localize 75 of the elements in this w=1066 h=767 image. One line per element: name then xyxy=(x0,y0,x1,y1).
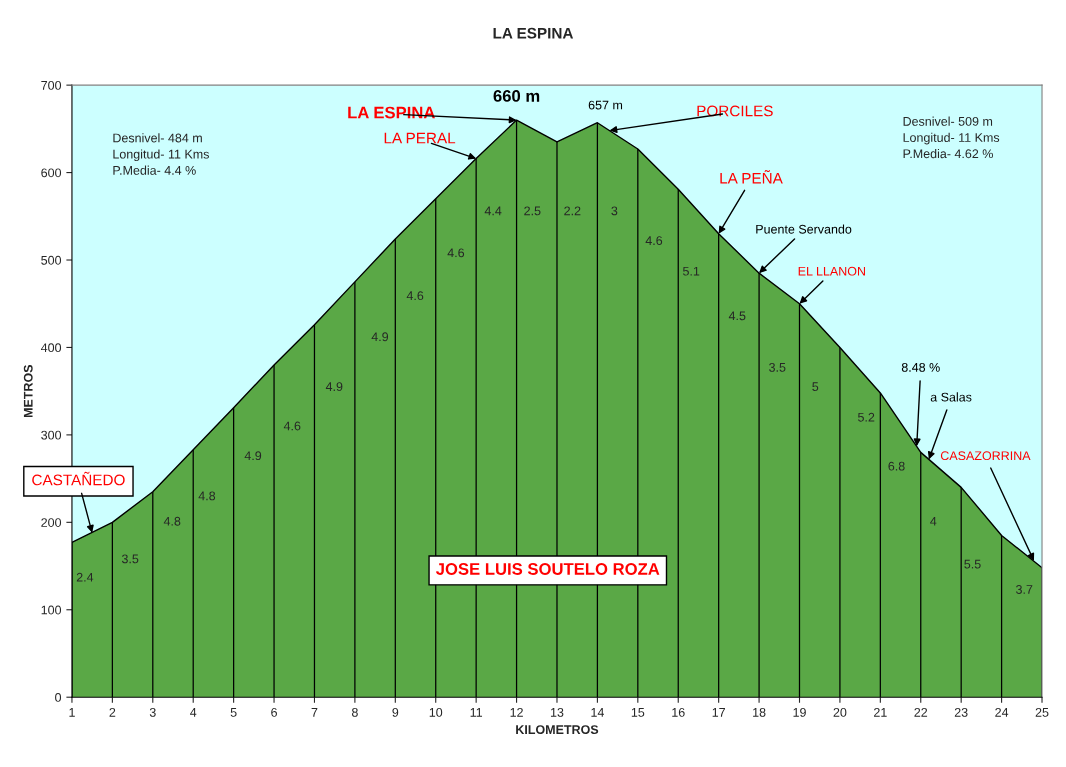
x-tick-label: 6 xyxy=(271,707,277,717)
annotation: LA PEÑA xyxy=(720,170,783,184)
annotation: Desnivel- 484 m Longitud- 11 Kms P.Media- 4.4 % xyxy=(113,133,209,175)
annotation: 4.6 xyxy=(406,291,424,301)
x-tick-label: 22 xyxy=(914,707,928,717)
chart-title: LA ESPINA xyxy=(493,27,574,39)
x-tick-label: 21 xyxy=(874,707,887,717)
annotation: CASAZORRINA xyxy=(940,451,1031,461)
x-tick-label: 23 xyxy=(954,707,968,717)
annotation: 4.4 xyxy=(484,206,502,216)
annotation: 8.48 % xyxy=(901,362,940,372)
x-tick-label: 11 xyxy=(470,708,483,717)
annotation: 6.8 xyxy=(888,461,905,471)
y-tick-label: 500 xyxy=(41,255,62,265)
x-tick-label: 7 xyxy=(311,708,318,717)
y-tick-label: 400 xyxy=(40,343,62,353)
annotation: 3 xyxy=(611,206,618,216)
annotation: 4 xyxy=(930,516,937,526)
y-tick-label: 300 xyxy=(41,430,62,440)
annotation: 4.8 xyxy=(198,491,216,501)
annotation: 5.2 xyxy=(858,412,875,422)
annotation: 657 m xyxy=(588,100,623,110)
x-tick-label: 17 xyxy=(712,708,725,717)
x-tick-label: 1 xyxy=(69,708,75,717)
annotation: 2.4 xyxy=(76,572,94,582)
annotation: 4.5 xyxy=(728,311,746,321)
x-tick-label: 14 xyxy=(591,708,604,717)
x-tick-label: 16 xyxy=(672,707,685,717)
x-tick-label: 4 xyxy=(190,708,197,717)
x-tick-label: 9 xyxy=(392,707,399,717)
annotation: 2.5 xyxy=(524,206,541,216)
x-axis-title: KILOMETROS xyxy=(516,725,599,735)
annotation: CASTAÑEDO xyxy=(32,471,125,486)
annotation: EL LLANON xyxy=(798,266,865,276)
x-tick-label: 2 xyxy=(109,707,116,717)
y-tick-label: 600 xyxy=(41,168,62,178)
annotation: 3.5 xyxy=(769,362,786,372)
annotation: 4.9 xyxy=(371,332,389,342)
annotation: 2.2 xyxy=(564,206,581,216)
x-tick-label: 12 xyxy=(510,707,523,717)
y-tick-label: 700 xyxy=(41,80,62,90)
x-tick-label: 20 xyxy=(833,707,847,717)
annotation: Puente Servando xyxy=(756,224,852,234)
annotation: 3.7 xyxy=(1016,585,1033,594)
annotation: 5 xyxy=(812,382,819,392)
annotation: LA PERAL xyxy=(384,132,456,144)
annotation: 4.6 xyxy=(447,248,465,258)
x-tick-label: 19 xyxy=(793,707,806,717)
annotation: 660 m xyxy=(493,90,540,102)
x-tick-label: 3 xyxy=(149,707,156,717)
annotation: a Salas xyxy=(930,392,972,402)
annotation: 4.9 xyxy=(325,382,343,392)
annotation: JOSE LUIS SOUTELO ROZA xyxy=(435,563,660,575)
x-tick-label: 18 xyxy=(753,707,766,717)
annotation: LA ESPINA xyxy=(348,106,435,119)
annotation: 4.6 xyxy=(283,421,301,431)
annotation: 4.9 xyxy=(244,451,262,461)
x-tick-label: 8 xyxy=(351,707,358,717)
y-tick-label: 0 xyxy=(55,693,62,702)
y-axis-title: METROS xyxy=(23,364,33,418)
x-tick-label: 24 xyxy=(995,707,1009,717)
x-tick-label: 25 xyxy=(1035,707,1049,717)
x-tick-label: 5 xyxy=(230,708,237,717)
annotation: 3.5 xyxy=(121,554,139,564)
x-tick-label: 10 xyxy=(429,707,443,717)
annotation: 4.6 xyxy=(645,236,663,246)
y-tick-label: 100 xyxy=(41,605,62,615)
x-tick-label: 15 xyxy=(631,708,645,717)
x-tick-label: 13 xyxy=(550,707,564,717)
annotation: 4.8 xyxy=(163,516,181,526)
y-tick-label: 200 xyxy=(41,518,62,527)
annotation: PORCILES xyxy=(697,105,773,117)
annotation: 5.5 xyxy=(964,559,981,569)
annotation: Desnivel- 509 m Longitud- 11 Kms P.Media- 4.62 % xyxy=(903,116,1000,159)
annotation: 5.1 xyxy=(682,266,700,276)
